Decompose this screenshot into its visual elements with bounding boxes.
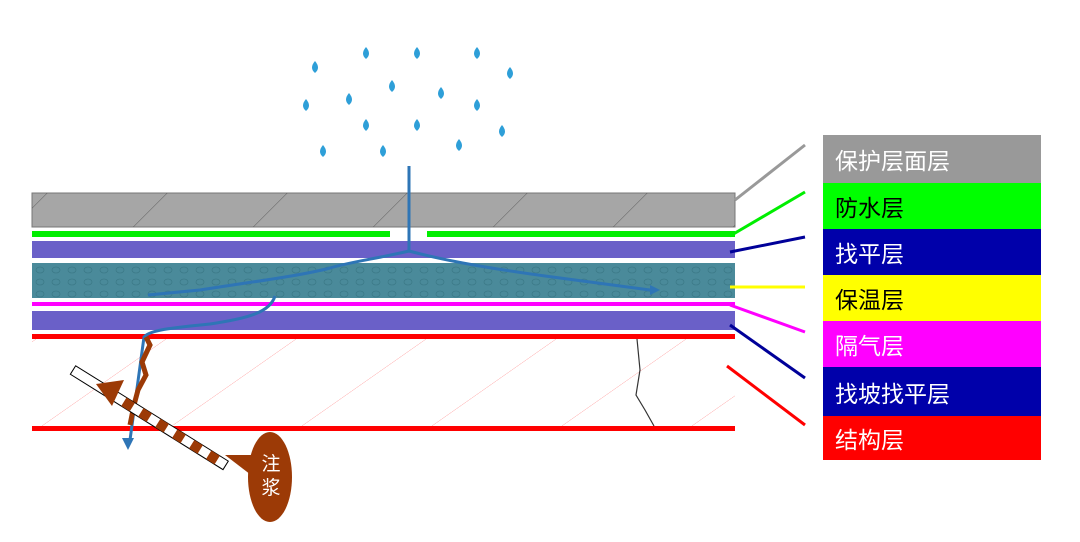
raindrop-icon bbox=[380, 145, 386, 157]
legend-item: 结构层 bbox=[823, 416, 1041, 460]
grout-injection bbox=[69, 335, 292, 522]
vapor-barrier-layer bbox=[32, 302, 735, 306]
leader-line bbox=[729, 323, 806, 380]
slope-leveling-layer bbox=[32, 311, 735, 330]
water-leak-path bbox=[122, 166, 660, 450]
leader-line bbox=[734, 143, 806, 202]
raindrop-icon bbox=[499, 125, 505, 137]
raindrop-icon bbox=[456, 139, 462, 151]
raindrop-icon bbox=[346, 93, 352, 105]
leader-line bbox=[729, 190, 806, 238]
leader-lines bbox=[726, 143, 806, 427]
raindrop-icon bbox=[474, 99, 480, 111]
raindrop-icon bbox=[320, 145, 326, 157]
legend-item: 保温层 bbox=[823, 275, 1041, 321]
legend-item: 找坡找平层 bbox=[823, 367, 1041, 416]
raindrop-icon bbox=[438, 87, 444, 99]
raindrop-icon bbox=[389, 80, 395, 92]
protection-layer bbox=[31, 192, 736, 228]
grout-label: 注浆 bbox=[261, 453, 281, 499]
insulation-layer bbox=[32, 263, 735, 298]
raindrop-icon bbox=[303, 99, 309, 111]
legend-item: 保护层面层 bbox=[823, 135, 1041, 183]
waterproof-layer bbox=[32, 231, 735, 237]
legend-item: 找平层 bbox=[823, 229, 1041, 275]
raindrop-icon bbox=[312, 61, 318, 73]
leader-line bbox=[729, 235, 806, 254]
raindrop-icon bbox=[363, 47, 369, 59]
raindrop-icon bbox=[363, 119, 369, 131]
raindrop-icon bbox=[414, 119, 420, 131]
leveling-layer bbox=[32, 241, 735, 258]
legend-item: 隔气层 bbox=[823, 321, 1041, 367]
grout-bubble bbox=[248, 432, 292, 522]
leader-line bbox=[726, 364, 806, 427]
legend-item: 防水层 bbox=[823, 183, 1041, 229]
raindrops bbox=[303, 47, 513, 157]
raindrop-icon bbox=[474, 47, 480, 59]
raindrop-icon bbox=[414, 47, 420, 59]
raindrop-icon bbox=[507, 67, 513, 79]
structural-crack bbox=[635, 338, 655, 427]
leader-line bbox=[729, 303, 806, 334]
